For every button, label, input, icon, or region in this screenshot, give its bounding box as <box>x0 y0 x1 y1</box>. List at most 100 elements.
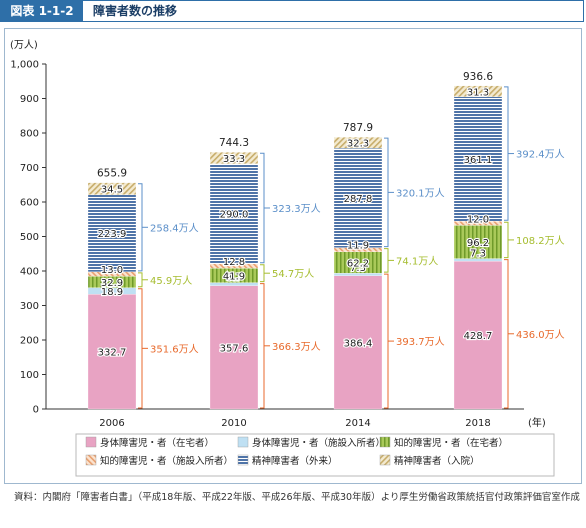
data-label-mental-outpatient: 290.0 <box>220 210 249 221</box>
y-tick-label: 300 <box>20 301 39 312</box>
data-label-mental-outpatient: 287.8 <box>344 194 373 205</box>
bar-total-label: 744.3 <box>219 137 249 149</box>
group-total-intellectual: 54.7万人 <box>272 268 314 280</box>
bar-segment-mental_outpatient <box>333 148 383 248</box>
y-tick-label: 400 <box>20 267 39 278</box>
bar-total-label: 936.6 <box>463 71 493 83</box>
source-note: 資料：内閣府「障害者白書」（平成18年版、平成22年版、平成26年版、平成30年… <box>14 492 580 503</box>
y-tick-label: 500 <box>20 232 39 243</box>
bar-segment-mental_inpatient <box>453 85 503 97</box>
data-label-physical-facility: 7.3 <box>350 263 366 274</box>
data-label-physical-home: 428.7 <box>464 331 493 342</box>
legend-swatch-physical_facility <box>237 436 249 448</box>
y-tick-label: 600 <box>20 198 39 209</box>
bar-segment-mental_outpatient <box>453 96 503 222</box>
bracket-physical <box>138 288 143 409</box>
legend-label-mental_outpatient: 精神障害者（外来） <box>252 455 338 467</box>
data-label-physical-home: 357.6 <box>220 343 249 354</box>
bracket-physical <box>260 283 265 409</box>
bracket-intellectual <box>504 221 509 259</box>
data-label-intellectual-home: 41.9 <box>223 271 245 282</box>
bracket-intellectual <box>138 272 143 288</box>
legend-label-physical_home: 身体障害児・者（在宅者） <box>100 437 214 449</box>
bar-total-label: 787.9 <box>343 122 373 134</box>
data-label-mental-inpatient: 33.3 <box>223 154 245 165</box>
bar-segment-mental_outpatient <box>87 194 137 273</box>
group-total-physical: 351.6万人 <box>150 343 199 355</box>
bracket-mental <box>138 183 143 272</box>
bar-segment-intellectual_home <box>453 225 503 259</box>
data-label-mental-inpatient: 32.3 <box>347 139 369 150</box>
x-axis-unit: (年) <box>528 416 546 429</box>
bracket-mental <box>504 86 509 221</box>
y-tick-label: 1,000 <box>10 60 39 71</box>
group-total-intellectual: 74.1万人 <box>396 255 438 267</box>
x-tick-label: 2018 <box>465 418 490 429</box>
bracket-intellectual <box>260 264 265 283</box>
y-tick-label: 0 <box>33 405 39 416</box>
legend-swatch-physical_home <box>85 436 97 448</box>
figure-header: 図表 1-1-2 障害者数の推移 <box>0 0 584 22</box>
data-label-physical-facility: 7.3 <box>470 249 486 260</box>
data-label-mental-inpatient: 31.3 <box>467 87 489 98</box>
group-total-intellectual: 108.2万人 <box>516 235 565 247</box>
bracket-physical <box>384 273 389 409</box>
data-label-intellectual-facility: 11.9 <box>347 241 369 252</box>
data-label-mental-outpatient: 361.1 <box>464 155 493 166</box>
legend-label-intellectual_home: 知的障害児・者（在宅者） <box>394 437 508 449</box>
legend-swatch-mental_inpatient <box>379 454 391 466</box>
y-tick-label: 700 <box>20 163 39 174</box>
bracket-intellectual <box>384 248 389 273</box>
group-total-mental: 320.1万人 <box>396 187 445 199</box>
legend-swatch-intellectual_home <box>379 436 391 448</box>
bar-segment-mental_inpatient <box>333 137 383 149</box>
legend-label-physical_facility: 身体障害児・者（施設入所者） <box>252 437 385 449</box>
bar-total-label: 655.9 <box>97 168 127 180</box>
bar-segment-mental_inpatient <box>209 152 259 164</box>
group-total-physical: 436.0万人 <box>516 329 565 341</box>
data-label-mental-outpatient: 223.9 <box>98 229 127 240</box>
data-label-intellectual-home: 62.2 <box>347 258 369 269</box>
group-total-mental: 323.3万人 <box>272 203 321 215</box>
legend-swatch-intellectual_facility <box>85 454 97 466</box>
data-label-physical-facility: 18.9 <box>101 287 123 298</box>
bracket-mental <box>260 152 265 264</box>
legend-label-intellectual_facility: 知的障害児・者（施設入所者） <box>100 455 233 467</box>
x-tick-label: 2010 <box>221 418 246 429</box>
bar-segment-mental_inpatient <box>87 182 137 195</box>
y-tick-label: 900 <box>20 94 39 105</box>
data-label-intellectual-facility: 12.0 <box>467 214 489 225</box>
x-tick-label: 2006 <box>99 418 124 429</box>
data-label-physical-home: 332.7 <box>98 348 127 359</box>
bar-segment-physical_home <box>453 260 503 410</box>
data-label-intellectual-facility: 12.8 <box>223 257 245 268</box>
y-tick-label: 200 <box>20 336 39 347</box>
legend-swatch-mental_outpatient <box>237 454 249 466</box>
data-label-mental-inpatient: 34.5 <box>101 185 123 196</box>
group-total-physical: 393.7万人 <box>396 336 445 348</box>
y-tick-label: 100 <box>20 370 39 381</box>
y-axis-unit: (万人) <box>10 39 38 51</box>
y-tick-label: 800 <box>20 129 39 140</box>
x-tick-label: 2014 <box>345 418 370 429</box>
figure-title: 障害者数の推移 <box>93 4 178 18</box>
figure-number-badge: 図表 1-1-2 <box>1 1 83 21</box>
legend-label-mental_inpatient: 精神障害者（入院） <box>394 455 480 467</box>
data-label-intellectual-facility: 13.0 <box>101 265 123 276</box>
data-label-intellectual-home: 96.2 <box>467 238 489 249</box>
bar-segment-mental_outpatient <box>209 163 259 264</box>
bar-segment-physical_home <box>87 294 137 410</box>
group-total-mental: 258.4万人 <box>150 222 199 234</box>
group-total-physical: 366.3万人 <box>272 341 321 353</box>
group-total-intellectual: 45.9万人 <box>150 275 192 287</box>
legend-box <box>75 433 555 477</box>
data-label-physical-home: 386.4 <box>344 338 373 349</box>
data-label-physical-facility: 8.7 <box>226 273 242 284</box>
group-total-mental: 392.4万人 <box>516 149 565 161</box>
data-label-intellectual-home: 32.9 <box>101 278 123 289</box>
bar-segment-physical_home <box>209 285 259 410</box>
bar-segment-physical_home <box>333 275 383 410</box>
bracket-mental <box>384 137 389 248</box>
bracket-physical <box>504 259 509 409</box>
